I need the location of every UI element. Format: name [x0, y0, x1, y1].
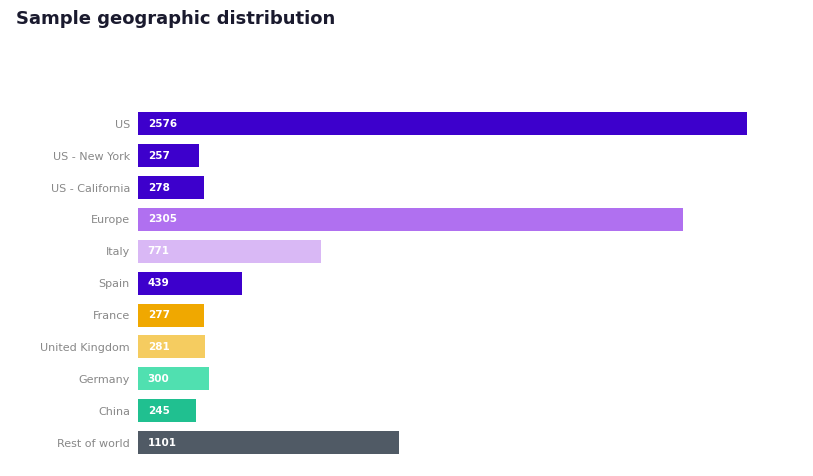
Bar: [138, 399, 196, 422]
Text: 439: 439: [148, 278, 169, 288]
Text: 257: 257: [148, 151, 170, 161]
Text: 245: 245: [148, 406, 170, 416]
Bar: [138, 144, 199, 167]
Text: Sample geographic distribution: Sample geographic distribution: [16, 10, 336, 28]
Bar: [138, 336, 205, 358]
Bar: [138, 431, 398, 454]
Bar: [138, 304, 204, 327]
Text: 278: 278: [148, 183, 170, 193]
Bar: [138, 367, 209, 390]
Bar: [138, 112, 747, 135]
Bar: [138, 240, 320, 263]
Text: 277: 277: [148, 310, 170, 320]
Text: 2576: 2576: [148, 119, 176, 129]
Text: 771: 771: [148, 247, 170, 257]
Bar: [138, 176, 204, 199]
Text: 300: 300: [148, 374, 169, 384]
Text: 1101: 1101: [148, 437, 176, 447]
Text: 2305: 2305: [148, 215, 176, 225]
Text: 281: 281: [148, 342, 169, 352]
Bar: [138, 208, 684, 231]
Bar: [138, 272, 242, 295]
